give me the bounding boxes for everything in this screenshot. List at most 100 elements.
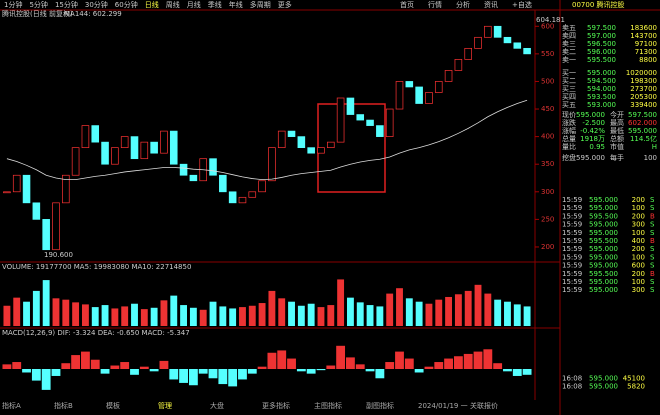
macd-bar — [228, 369, 238, 387]
candle — [415, 86, 423, 104]
macd-bar — [277, 350, 287, 369]
toolbar-button[interactable]: 季线 — [208, 0, 222, 9]
toolbar-button[interactable]: 日线 — [145, 0, 159, 9]
volume-bar — [160, 300, 168, 326]
macd-bar — [473, 351, 483, 369]
volume-bar — [484, 293, 492, 326]
volume-bar — [337, 279, 345, 326]
macd-bar — [12, 362, 22, 369]
candle — [111, 147, 119, 165]
row-price: 597.500 — [587, 24, 616, 32]
volume-bar — [3, 305, 11, 326]
row-price: 596.000 — [587, 48, 616, 56]
row-volume: 71300 — [635, 48, 657, 56]
volume-bar — [317, 307, 325, 326]
volume-bar — [396, 288, 403, 326]
macd-bar — [238, 369, 247, 380]
status-item[interactable]: 大盘 — [210, 401, 224, 410]
macd-bar — [306, 369, 316, 374]
status-item[interactable]: 更多指标 — [262, 401, 290, 410]
volume-bar — [386, 293, 394, 326]
candle — [425, 92, 433, 104]
toolbar-link[interactable]: +自选 — [512, 0, 532, 9]
row-price: 594.500 — [587, 77, 616, 85]
toolbar-button[interactable]: 周线 — [166, 0, 180, 9]
macd-bar — [336, 345, 346, 369]
toolbar-button[interactable]: 5分钟 — [29, 0, 47, 9]
macd-bar — [512, 369, 522, 376]
volume-bar — [131, 303, 138, 326]
stat-label: 涨幅 — [562, 126, 576, 135]
toolbar-button[interactable]: 月线 — [187, 0, 201, 9]
lot-item: 每手 — [610, 153, 624, 162]
row-price: 596.500 — [587, 40, 616, 48]
candle — [179, 163, 188, 176]
toolbar-button[interactable]: 15分钟 — [55, 0, 78, 9]
row-volume: 339400 — [630, 101, 657, 109]
toolbar-button[interactable]: 多周期 — [250, 0, 271, 9]
toolbar-button[interactable]: 1分钟 — [4, 0, 22, 9]
ma-line — [6, 99, 528, 181]
status-item[interactable]: 模板 — [106, 401, 120, 410]
toolbar-link[interactable]: 行情 — [428, 0, 442, 9]
tick-price: 595.000 — [589, 229, 618, 237]
macd-bar — [208, 369, 218, 379]
toolbar-button[interactable]: 年线 — [229, 0, 243, 9]
status-item[interactable]: 指标B — [54, 401, 73, 410]
stat-value: 597.500 — [628, 111, 657, 119]
tick-volume: 200 — [632, 270, 645, 278]
stat-value: 595.000 — [628, 127, 657, 135]
macd-bar — [296, 369, 306, 372]
toolbar-link[interactable]: 首页 — [400, 0, 414, 9]
macd-bar — [404, 358, 414, 369]
tick-side: S — [650, 286, 655, 294]
toolbar-link[interactable]: 资讯 — [484, 0, 498, 9]
tick-time: 15:59 — [562, 212, 582, 220]
volume-bar — [405, 298, 413, 326]
row-label: 卖一 — [562, 56, 576, 64]
volume-bar — [474, 284, 482, 326]
status-item[interactable]: 主图指标 — [314, 401, 342, 410]
tick-volume: 100 — [632, 253, 645, 261]
volume-bar — [32, 290, 40, 326]
volume-bar — [356, 302, 364, 326]
y-tick-label: 300 — [541, 188, 554, 196]
macd-bar — [395, 351, 404, 369]
macd-bar — [159, 360, 169, 369]
volume-bar — [258, 303, 266, 326]
stat-label: 涨跌 — [562, 118, 576, 127]
macd-bar — [31, 369, 41, 381]
status-item[interactable]: 关联报价 — [470, 401, 498, 410]
macd-bar — [218, 369, 228, 385]
toolbar-button[interactable]: 更多 — [278, 0, 292, 9]
stat-label: 今开 — [610, 110, 624, 119]
chart-title: 腾讯控股(日线 前复权) — [2, 9, 73, 18]
macd-bar — [444, 358, 453, 369]
tick-price: 595.000 — [589, 196, 618, 204]
tick-side: S — [650, 262, 655, 270]
macd-bar — [522, 369, 532, 375]
toolbar-link[interactable]: 分析 — [456, 0, 470, 9]
status-item[interactable]: 2024/01/19 一 — [418, 402, 468, 410]
volume-bar — [454, 294, 462, 326]
tick-volume: 100 — [632, 229, 645, 237]
row-label: 卖五 — [562, 24, 576, 32]
candle — [268, 147, 276, 182]
tick-volume: 600 — [632, 262, 645, 270]
macd-bar — [81, 351, 90, 369]
toolbar-button[interactable]: 30分钟 — [85, 0, 108, 9]
volume-bar — [445, 296, 453, 326]
macd-bar — [169, 369, 179, 380]
row-price: 593.000 — [587, 101, 616, 109]
macd-bar — [120, 362, 130, 369]
row-label: 买三 — [562, 85, 576, 93]
status-item[interactable]: 管理 — [158, 401, 172, 410]
stat-value: -2.500 — [582, 119, 605, 127]
status-item[interactable]: 指标A — [2, 401, 21, 410]
stat-value: 602.000 — [628, 119, 657, 127]
toolbar-button[interactable]: 60分钟 — [115, 0, 138, 9]
macd-bar — [149, 369, 159, 372]
row-volume: 143700 — [630, 32, 657, 40]
volume-bar — [307, 303, 315, 326]
status-item[interactable]: 副图指标 — [366, 401, 394, 410]
